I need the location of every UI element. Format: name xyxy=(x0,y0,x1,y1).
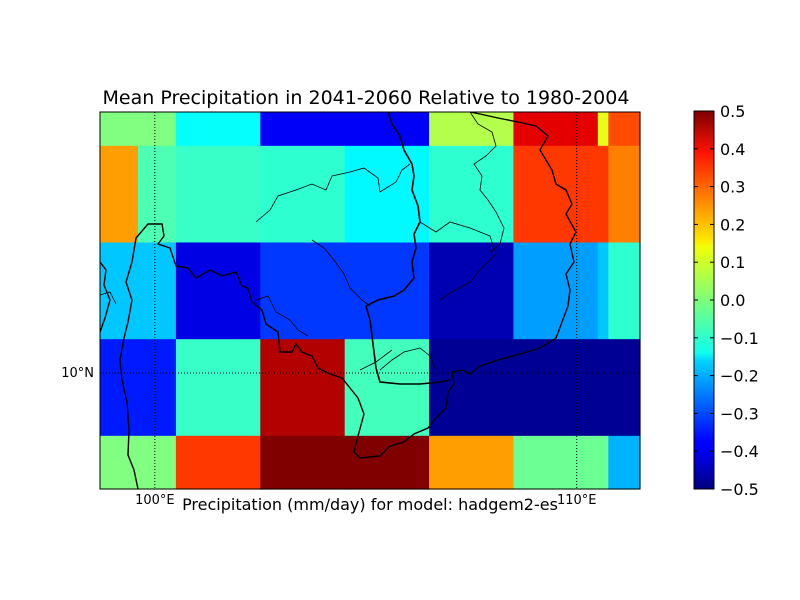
heatmap-cell xyxy=(260,242,346,340)
heatmap-cell xyxy=(429,112,515,147)
map-lines xyxy=(100,112,640,489)
heatmap-cell xyxy=(260,339,346,437)
meridian-label: 100°E xyxy=(135,493,175,508)
x-axis-label: Precipitation (mm/day) for model: hadgem… xyxy=(182,495,558,514)
heatmap-cell xyxy=(597,145,609,244)
heatmap-cell xyxy=(513,145,599,244)
heatmap-cell xyxy=(175,242,261,340)
heatmap-cell xyxy=(608,145,641,244)
colorbar-tick-label: −0.5 xyxy=(720,480,759,499)
heatmap-cell xyxy=(137,242,177,340)
heatmap-cell xyxy=(260,435,346,490)
heatmap-cell xyxy=(344,339,430,437)
river xyxy=(365,112,451,385)
heatmap-cell xyxy=(597,339,609,437)
colorbar-tick-label: −0.2 xyxy=(720,367,759,386)
chart-title: Mean Precipitation in 2041-2060 Relative… xyxy=(103,87,630,109)
heatmap-cell xyxy=(597,242,609,340)
map-frame xyxy=(99,111,641,490)
heatmap-cells xyxy=(100,112,641,490)
heatmap-cell xyxy=(597,435,609,490)
heatmap-cell xyxy=(137,112,177,147)
heatmap-cell xyxy=(513,435,599,490)
heatmap-cell xyxy=(513,112,599,147)
colorbar-tick-label: −0.1 xyxy=(720,329,759,348)
colorbar-tick-label: 0.0 xyxy=(720,291,745,310)
heatmap-cell xyxy=(429,339,515,437)
heatmap-cell xyxy=(100,339,139,437)
heatmap-cell xyxy=(608,435,641,490)
graticule-lines xyxy=(100,112,640,489)
colorbar-tick-label: 0.3 xyxy=(720,178,745,197)
heatmap-cell xyxy=(597,112,609,147)
heatmap-cell xyxy=(137,339,177,437)
heatmap-cell xyxy=(344,145,430,244)
colorbar-tick-label: 0.5 xyxy=(720,102,745,121)
heatmap-cell xyxy=(608,112,641,147)
heatmap-cell xyxy=(175,435,261,490)
heatmap-cell xyxy=(608,242,641,340)
heatmap-cell xyxy=(137,145,177,244)
heatmap-cell xyxy=(344,112,430,147)
colorbar-tick-label: −0.3 xyxy=(720,404,759,423)
heatmap-cell xyxy=(429,242,515,340)
colorbar-tick-label: 0.1 xyxy=(720,253,745,272)
border-lines xyxy=(100,112,505,371)
heatmap-cell xyxy=(513,339,599,437)
heatmap-cell xyxy=(175,339,261,437)
heatmap-cell xyxy=(175,112,261,147)
heatmap-cell xyxy=(344,435,430,490)
heatmap-cell xyxy=(100,435,139,490)
colorbar-tick-label: 0.2 xyxy=(720,215,745,234)
heatmap-cell xyxy=(344,242,430,340)
heatmap-cell xyxy=(100,112,139,147)
map-axis-labels: 100°E 110°E 10°N xyxy=(61,366,596,508)
heatmap-cell xyxy=(429,435,515,490)
colorbar-ticks: 0.5 0.4 0.3 0.2 0.1 0.0 −0.1 −0.2 −0.3 −0.4 −0.5 xyxy=(694,102,759,499)
colorbar-tick-label: 0.4 xyxy=(720,140,745,159)
heatmap-cell xyxy=(260,145,346,244)
heatmap-cell xyxy=(137,435,177,490)
heatmap-cell xyxy=(608,339,641,437)
colorbar-tick-label: −0.4 xyxy=(720,442,759,461)
heatmap-cell xyxy=(260,112,346,147)
meridian-label: 110°E xyxy=(557,493,597,508)
parallel-label: 10°N xyxy=(61,366,94,381)
heatmap-cell xyxy=(175,145,261,244)
heatmap-cell xyxy=(513,242,599,340)
heatmap-cell xyxy=(100,145,139,244)
